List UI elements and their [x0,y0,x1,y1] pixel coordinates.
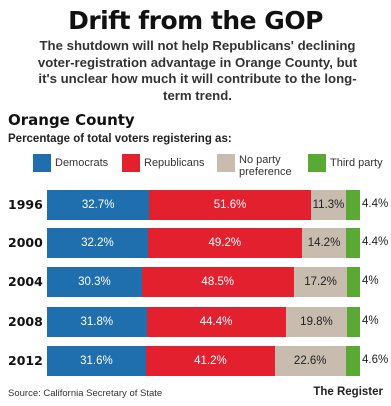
bar-third-party-2000 [346,228,360,258]
bar-democrats-2000: 32.2% [47,228,148,258]
data-label: 31.8% [80,316,114,328]
data-label: 4.6% [362,354,389,366]
year-label: 2004 [8,274,43,289]
chart-subtitle: The shutdown will not help Republicans' … [37,38,358,103]
data-label: 51.6% [213,199,247,211]
bar-republicans-2004: 48.5% [141,267,294,297]
legend-item-democrats: Democrats [33,154,108,172]
data-label: 32.7% [81,199,115,211]
data-label: 19.8% [300,316,333,328]
data-label: 14.2% [307,237,341,249]
data-label: 4% [362,275,379,287]
bar-republicans-2000: 49.2% [147,228,302,258]
year-label: 2008 [8,314,43,329]
data-label: 4.4% [362,236,389,248]
data-label: 32.2% [81,237,114,249]
publisher-credit: The Register [313,386,383,398]
year-label: 2012 [8,353,43,368]
bar-democrats-1996: 32.7% [47,190,150,220]
data-label: 44.4% [199,316,233,328]
bar-no-party-preference-2000: 14.2% [301,228,347,258]
legend-swatch [308,154,326,172]
bar-no-party-preference-1996: 11.3% [310,190,347,220]
bar-no-party-preference-2008: 19.8% [285,307,348,337]
bar-third-party-2008 [347,307,360,337]
data-label: 4.4% [362,198,389,210]
data-label: 31.6% [80,355,113,367]
data-label: 11.3% [312,199,345,211]
bar-republicans-2008: 44.4% [146,307,286,337]
bar-no-party-preference-2012: 22.6% [274,346,346,376]
bar-no-party-preference-2004: 17.2% [293,267,348,297]
bar-third-party-2004 [347,267,360,297]
legend-item-third-party: Third party [308,154,383,172]
bar-democrats-2012: 31.6% [47,346,146,376]
bar-democrats-2008: 31.8% [47,307,147,337]
measure-label: Percentage of total voters registering a… [8,133,232,145]
legend-label: Democrats [55,157,109,169]
year-label: 1996 [8,197,43,212]
legend-item-republicans: Republicans [122,154,205,172]
data-label: 22.6% [293,355,327,367]
region-label: Orange County [8,111,135,129]
data-label: 49.2% [208,237,242,249]
data-label: 30.3% [78,276,111,288]
data-label: 17.2% [304,276,337,288]
bar-third-party-2012 [345,346,360,376]
legend-label: No party preference [239,154,292,178]
year-label: 2000 [8,235,43,250]
data-label: 48.5% [201,276,235,288]
chart-title: Drift from the GOP [68,6,323,35]
bar-third-party-1996 [346,190,360,220]
legend-swatch [33,154,51,172]
legend-swatch [217,154,235,172]
data-label: 41.2% [194,355,227,367]
bar-democrats-2004: 30.3% [47,267,142,297]
legend-label: Republicans [144,157,205,169]
legend-item-no-party-preference: No party preference [217,154,292,178]
data-label: 4% [362,315,379,327]
legend-swatch [122,154,140,172]
legend-label: Third party [330,157,383,169]
bar-republicans-1996: 51.6% [149,190,311,220]
source-note: Source: California Secretary of State [8,388,163,399]
bar-republicans-2012: 41.2% [145,346,275,376]
